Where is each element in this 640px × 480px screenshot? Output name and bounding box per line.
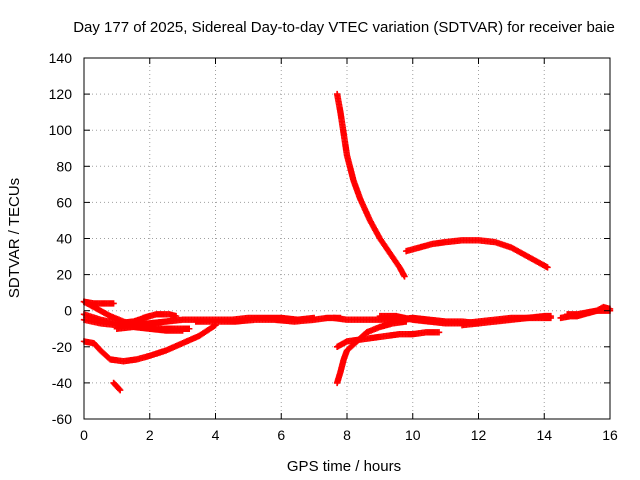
y-tick-label: 80: [56, 158, 72, 174]
y-tick-label: -40: [52, 375, 72, 391]
data-point-marker: [110, 300, 117, 307]
data-point-marker: [435, 329, 443, 336]
data-point-marker: [116, 386, 124, 394]
data-point-marker: [172, 312, 180, 320]
x-tick-label: 14: [536, 427, 552, 443]
y-tick-label: 40: [56, 231, 72, 247]
y-tick-label: 140: [49, 50, 73, 66]
y-tick-label: -20: [52, 339, 72, 355]
x-tick-label: 6: [277, 427, 285, 443]
data-point-marker: [179, 327, 186, 334]
data-series: [333, 318, 410, 387]
y-tick-label: -60: [52, 411, 72, 427]
axis-ticks: 0 2 4 6 8 10 12 14 16 -60 -40 -20 0 20 40 60 80 100 120 140: [49, 50, 618, 443]
x-tick-label: 2: [146, 427, 154, 443]
x-axis-label: GPS time / hours: [287, 458, 401, 475]
data-point-marker: [401, 273, 408, 280]
data-series: [333, 329, 443, 350]
x-tick-label: 16: [602, 427, 618, 443]
data-point-marker: [547, 312, 555, 320]
data-series-group: [80, 90, 614, 394]
data-series: [333, 90, 408, 280]
data-point-marker: [186, 325, 193, 332]
x-tick-label: 8: [343, 427, 351, 443]
data-point-marker: [116, 386, 123, 393]
y-tick-label: 0: [64, 303, 72, 319]
data-series: [110, 379, 124, 394]
grid: [84, 58, 610, 419]
x-tick-label: 4: [212, 427, 220, 443]
data-series: [139, 311, 180, 322]
data-series: [402, 237, 551, 271]
chart-title: Day 177 of 2025, Sidereal Day-to-day VTE…: [73, 19, 615, 36]
x-tick-label: 0: [80, 427, 88, 443]
y-tick-label: 120: [49, 86, 73, 102]
data-point-marker: [544, 264, 551, 271]
data-series: [458, 312, 555, 329]
x-tick-label: 10: [405, 427, 421, 443]
x-tick-label: 12: [471, 427, 487, 443]
y-axis-label: SDTVAR / TECUs: [6, 178, 23, 298]
y-tick-label: 20: [56, 267, 72, 283]
y-tick-label: 60: [56, 194, 72, 210]
y-tick-label: 100: [49, 122, 73, 138]
data-series: [564, 307, 614, 318]
data-series: [113, 323, 186, 334]
data-series: [192, 314, 344, 325]
